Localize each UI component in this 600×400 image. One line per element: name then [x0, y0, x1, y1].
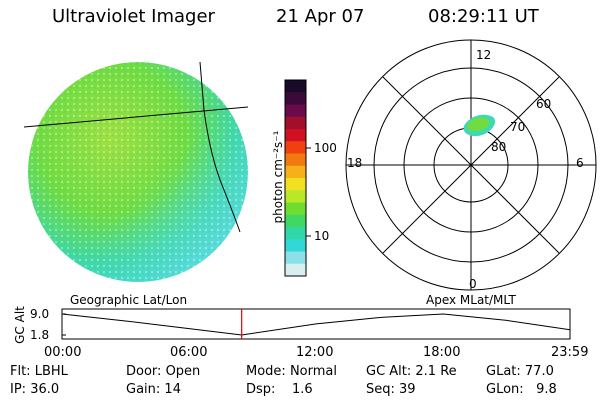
colorbar-swatch: [285, 190, 306, 203]
info-glat: GLat: 77.0: [486, 364, 554, 379]
time-label: 08:29:11 UT: [428, 6, 539, 27]
colorbar-swatch: [285, 227, 306, 240]
colorbar-swatch: [285, 104, 306, 118]
colorbar-frame: [284, 79, 307, 277]
info-gc-alt: GC Alt: 2.1 Re: [366, 364, 457, 379]
colorbar-swatch: [285, 141, 306, 154]
y-tick-1-8: 1.8: [30, 328, 50, 342]
mlt-label-18: 18: [347, 156, 363, 170]
altitude-curve: [61, 313, 571, 336]
colorbar-swatch: [285, 153, 306, 167]
timeline-right-title: Apex MLat/MLT: [426, 293, 516, 307]
info-gain: Gain: 14: [126, 382, 181, 397]
timeline-y-label: GC Alt: [13, 306, 27, 344]
meridian-line: [199, 61, 205, 111]
colorbar-swatch: [285, 178, 306, 191]
info-mode: Mode: Normal: [246, 364, 337, 379]
info-glon: GLon: 9.8: [486, 382, 557, 397]
polar-plot: [345, 39, 597, 291]
mlt-label-6: 6: [576, 156, 584, 170]
x-tick-1200: 12:00: [296, 345, 334, 360]
instrument-title: Ultraviolet Imager: [52, 6, 215, 27]
info-door: Door: Open: [126, 364, 201, 379]
info-seq: Seq: 39: [366, 382, 416, 397]
mlt-label-0: 0: [469, 277, 477, 291]
colorbar-swatch: [285, 251, 306, 265]
lat-label-70: 70: [510, 120, 526, 134]
latitude-line: [23, 106, 249, 128]
mlt-label-12: 12: [476, 48, 492, 62]
colorbar-swatch: [285, 80, 306, 93]
x-tick-0600: 06:00: [170, 345, 208, 360]
colorbar-swatch: [285, 129, 306, 142]
x-tick-0000: 00:00: [44, 345, 82, 360]
colorbar-swatch: [285, 202, 306, 216]
x-tick-2359: 23:59: [551, 345, 589, 360]
info-flt: Flt: LBHL: [10, 364, 68, 379]
date-label: 21 Apr 07: [276, 6, 365, 27]
x-tick-1800: 18:00: [423, 345, 461, 360]
lat-label-80: 80: [491, 140, 507, 154]
colorbar-swatch: [285, 263, 306, 277]
colorbar-unit-label: photon cm⁻²s⁻¹: [271, 130, 285, 224]
colorbar-swatch: [285, 165, 306, 179]
colorbar: [284, 79, 307, 277]
lat-label-60: 60: [536, 97, 552, 111]
y-tick-9: 9.0: [30, 307, 50, 321]
colorbar-swatch: [285, 239, 306, 252]
colorbar-tick-100: 100: [314, 141, 337, 155]
altitude-timeline: [61, 308, 571, 340]
timeline-left-title: Geographic Lat/Lon: [70, 293, 188, 307]
aurora-patch: [463, 114, 496, 137]
earth-disk: [28, 62, 248, 282]
colorbar-swatch: [285, 116, 306, 130]
colorbar-swatch: [285, 92, 306, 105]
colorbar-swatch: [285, 214, 306, 228]
meridian-curve: [203, 109, 241, 233]
info-ip: IP: 36.0: [10, 382, 60, 397]
colorbar-tick-10: 10: [314, 229, 330, 243]
info-dsp: Dsp: 1.6: [246, 382, 313, 397]
